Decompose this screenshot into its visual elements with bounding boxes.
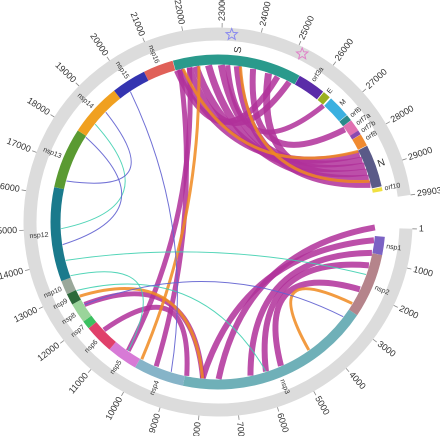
gene-segment — [146, 66, 174, 77]
tick-mark — [22, 190, 26, 191]
tick-mark — [386, 122, 390, 124]
tick-label: 24000 — [257, 0, 272, 27]
tick-mark — [159, 408, 160, 412]
tick-label: 29903 — [416, 185, 440, 198]
gene-segment — [347, 123, 354, 133]
tick-label: 1000 — [412, 264, 434, 278]
gene-label: nsp2 — [373, 284, 390, 296]
gene-label: nsp12 — [29, 232, 49, 240]
tick-label: 16000 — [0, 180, 21, 194]
tick-mark — [60, 341, 64, 344]
tick-mark — [39, 307, 43, 309]
tick-mark — [50, 115, 54, 117]
gene-label: nsp8 — [61, 312, 78, 326]
tick-label: 3000 — [376, 339, 398, 359]
tick-mark — [277, 407, 278, 411]
tick-mark — [261, 28, 262, 32]
tick-mark — [363, 89, 366, 92]
gene-segment — [66, 279, 71, 292]
tick-mark — [107, 57, 110, 61]
tick-label: 17000 — [5, 136, 32, 154]
gene-label: nsp5 — [109, 359, 124, 376]
tick-mark — [25, 270, 29, 271]
tick-label: 22000 — [172, 0, 186, 25]
tick-label: 18000 — [25, 95, 51, 117]
gene-label: M — [339, 98, 348, 107]
gene-label: nsp6 — [84, 339, 100, 355]
tick-mark — [143, 38, 145, 42]
tick-label: 25000 — [297, 14, 317, 41]
tick-label: 19000 — [53, 60, 78, 85]
tick-mark — [76, 83, 79, 86]
gene-label: nsp7 — [70, 324, 86, 339]
tick-mark — [346, 368, 349, 371]
tick-label: 7000 — [235, 421, 247, 436]
gene-segment — [59, 133, 82, 188]
tick-label: 8000 — [191, 421, 203, 436]
tick-label: 21000 — [129, 11, 148, 38]
tick-label: 27000 — [364, 67, 389, 91]
tick-label: 20000 — [88, 31, 110, 57]
tick-label: 29000 — [407, 145, 434, 162]
gene-segment — [55, 188, 65, 279]
tick-label: 15000 — [0, 225, 17, 236]
gene-segment — [377, 188, 378, 192]
gene-segment — [71, 292, 76, 302]
tick-label: 28000 — [389, 103, 416, 124]
gene-segment — [87, 319, 92, 325]
gene-label: nsp9 — [52, 298, 69, 311]
gene-segment — [138, 363, 184, 381]
gene-segment — [377, 236, 380, 254]
tick-mark — [121, 392, 123, 396]
tick-mark — [299, 41, 301, 45]
tick-mark — [373, 339, 377, 342]
tick-label: 14000 — [0, 266, 24, 282]
tick-label: 5000 — [313, 394, 332, 416]
gene-segment — [321, 96, 327, 101]
tick-mark — [407, 268, 411, 269]
tick-label: 10000 — [103, 395, 124, 422]
tick-mark — [182, 26, 183, 30]
tick-label: 2000 — [398, 303, 420, 321]
tick-label: 9000 — [147, 412, 163, 434]
gene-segment — [357, 137, 363, 148]
tick-mark — [402, 159, 406, 160]
tick-mark — [411, 194, 415, 195]
tick-mark — [32, 151, 36, 153]
gene-segment — [117, 76, 146, 94]
gene-segment — [354, 133, 356, 137]
tick-label: 12000 — [35, 340, 61, 363]
gene-segment — [343, 118, 347, 123]
tick-label: 1 — [419, 223, 424, 233]
tick-label: 6000 — [275, 412, 291, 434]
gene-label: S — [233, 46, 245, 54]
tick-label: 13000 — [12, 305, 39, 325]
gene-label: nsp1 — [386, 243, 402, 252]
gene-label: N — [376, 157, 387, 170]
tick-mark — [88, 369, 91, 372]
tick-mark — [333, 62, 336, 66]
tick-label: 11000 — [67, 371, 90, 396]
tick-label: 4000 — [347, 370, 368, 392]
tick-mark — [314, 391, 316, 395]
gene-label: orf3a — [311, 66, 326, 83]
gene-label: E — [326, 87, 335, 95]
tick-mark — [394, 305, 398, 307]
tick-label: 26000 — [333, 37, 356, 63]
tick-label: 23000 — [217, 0, 228, 21]
